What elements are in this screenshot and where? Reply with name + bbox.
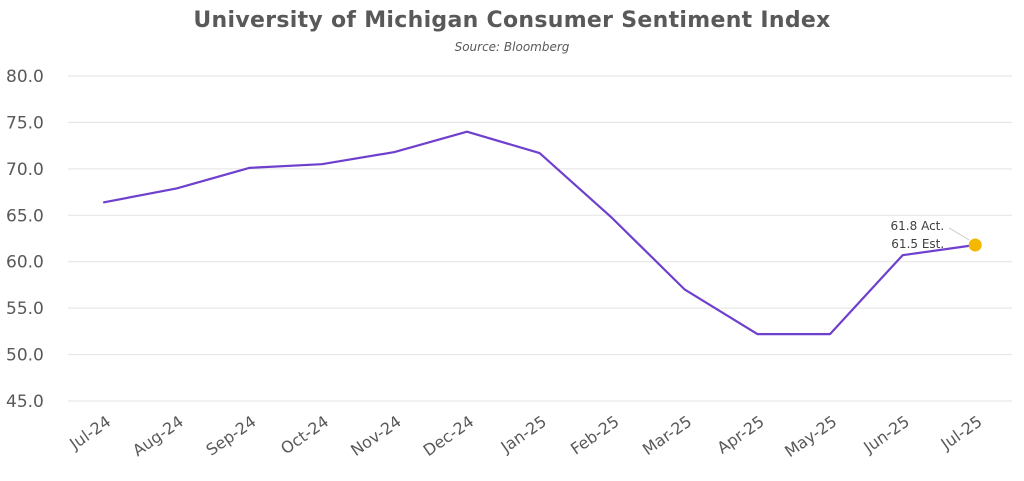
x-tick-label: Oct-24: [277, 412, 332, 458]
y-tick-label: 45.0: [6, 392, 44, 412]
annotation-layer: 61.8 Act. 61.5 Est.: [891, 219, 982, 252]
x-tick-label: Apr-25: [714, 412, 768, 458]
y-tick-label: 65.0: [6, 206, 44, 226]
x-tick-label: Jun-25: [859, 412, 913, 457]
gridlines: [68, 75, 1012, 402]
y-tick-label: 75.0: [6, 113, 44, 133]
annotation-label: 61.5 Est.: [891, 237, 944, 251]
series-layer: [102, 130, 977, 336]
x-tick-label: May-25: [781, 412, 840, 461]
series-line: [102, 130, 977, 336]
x-tick-label: Jan-25: [497, 412, 550, 457]
x-tick-label: Sep-24: [202, 412, 259, 460]
y-tick-label: 55.0: [6, 299, 44, 319]
x-tick-label: Jul-25: [937, 412, 986, 454]
y-tick-label: 50.0: [6, 346, 44, 366]
x-tick-label: Jul-24: [65, 412, 114, 454]
y-tick-label: 70.0: [6, 160, 44, 180]
y-tick-label: 60.0: [6, 253, 44, 273]
highlight-point: [968, 238, 982, 252]
x-tick-label: Mar-25: [639, 412, 695, 459]
x-tick-label: Dec-24: [420, 412, 478, 460]
x-tick-label: Aug-24: [129, 412, 187, 460]
x-tick-label: Feb-25: [567, 412, 623, 459]
chart-subtitle: Source: Bloomberg: [454, 40, 570, 54]
chart-title: University of Michigan Consumer Sentimen…: [193, 8, 831, 33]
annotation-leader: [948, 227, 970, 241]
x-axis-ticks: Jul-24 Aug-24 Sep-24 Oct-24 Nov-24 Dec-24 Jan-…: [65, 412, 985, 461]
y-axis-ticks: 80.0 75.0 70.0 65.0 60.0 55.0 50.0 45.0: [6, 67, 44, 412]
x-tick-label: Nov-24: [347, 412, 405, 460]
y-tick-label: 80.0: [6, 67, 44, 87]
annotation-label: 61.8 Act.: [891, 219, 945, 233]
